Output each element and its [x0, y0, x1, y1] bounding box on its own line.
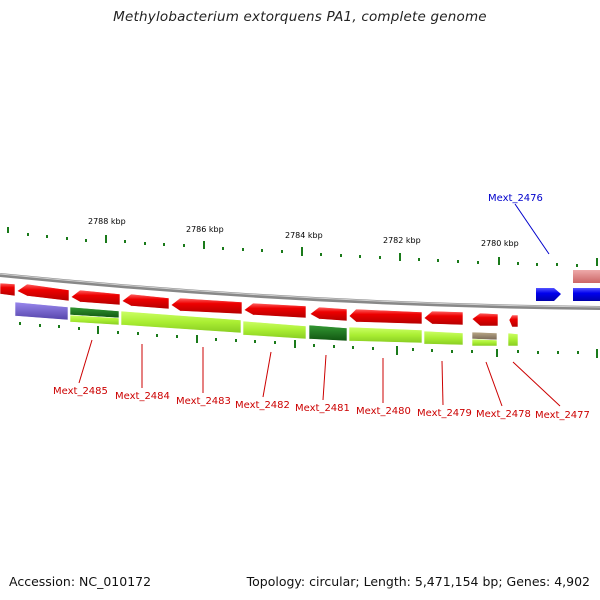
gene-label-mext-2479[interactable]: Mext_2479 — [417, 408, 472, 419]
gene-bar-forward-right[interactable] — [573, 288, 600, 301]
gene-arrow-mext-2477[interactable] — [471, 312, 499, 327]
gene-label-mext-2477[interactable]: Mext_2477 — [535, 410, 590, 421]
gene-arrow-partial[interactable] — [508, 314, 519, 328]
gene-arrow-mext-2479[interactable] — [348, 308, 423, 325]
gene-arrow-mext-2481[interactable] — [243, 302, 307, 319]
gene-label-mext-2476[interactable]: Mext_2476 — [488, 193, 543, 204]
scale-label-2782: 2782 kbp — [383, 236, 421, 245]
gene-arrow-mext-2484[interactable] — [70, 289, 121, 306]
reverse-strand-genes — [0, 282, 519, 328]
gene-label-mext-2480[interactable]: Mext_2480 — [356, 406, 411, 417]
gene-label-mext-2478[interactable]: Mext_2478 — [476, 409, 531, 420]
outer-tick-ring — [7, 227, 598, 267]
gene-arrow-mext-2483[interactable] — [121, 293, 170, 310]
scale-label-2786: 2786 kbp — [186, 225, 224, 234]
gene-arrow-mext-2476[interactable] — [536, 288, 561, 301]
footer-accession: Accession: NC_010172 — [9, 574, 152, 589]
scale-label-2784: 2784 kbp — [285, 231, 323, 240]
genome-backbone — [0, 273, 600, 310]
gene-label-mext-2481[interactable]: Mext_2481 — [295, 403, 350, 414]
scale-label-2788: 2788 kbp — [88, 217, 126, 226]
gene-arrow-mext-2485[interactable] — [16, 283, 70, 302]
footer-genome-summary: Topology: circular; Length: 5,471,154 bp… — [246, 574, 590, 589]
gene-arrow-mext-2478[interactable] — [423, 310, 464, 326]
function-bars — [14, 301, 519, 347]
scale-label-2780: 2780 kbp — [481, 239, 519, 248]
gene-label-mext-2485[interactable]: Mext_2485 — [53, 386, 108, 397]
inner-tick-ring — [19, 322, 598, 358]
label-connectors — [78, 203, 561, 407]
gene-label-mext-2482[interactable]: Mext_2482 — [235, 400, 290, 411]
gene-arrow-mext-2480[interactable] — [309, 306, 348, 322]
map-title: Methylobacterium extorquens PA1, complet… — [113, 9, 487, 25]
function-bar-pink — [573, 270, 600, 283]
forward-strand-genes — [536, 270, 600, 301]
gene-label-mext-2483[interactable]: Mext_2483 — [176, 396, 231, 407]
gene-arrow-mext-2482[interactable] — [170, 297, 243, 315]
gene-label-mext-2484[interactable]: Mext_2484 — [115, 391, 170, 402]
gene-arrow-mext-2486[interactable] — [0, 282, 16, 297]
